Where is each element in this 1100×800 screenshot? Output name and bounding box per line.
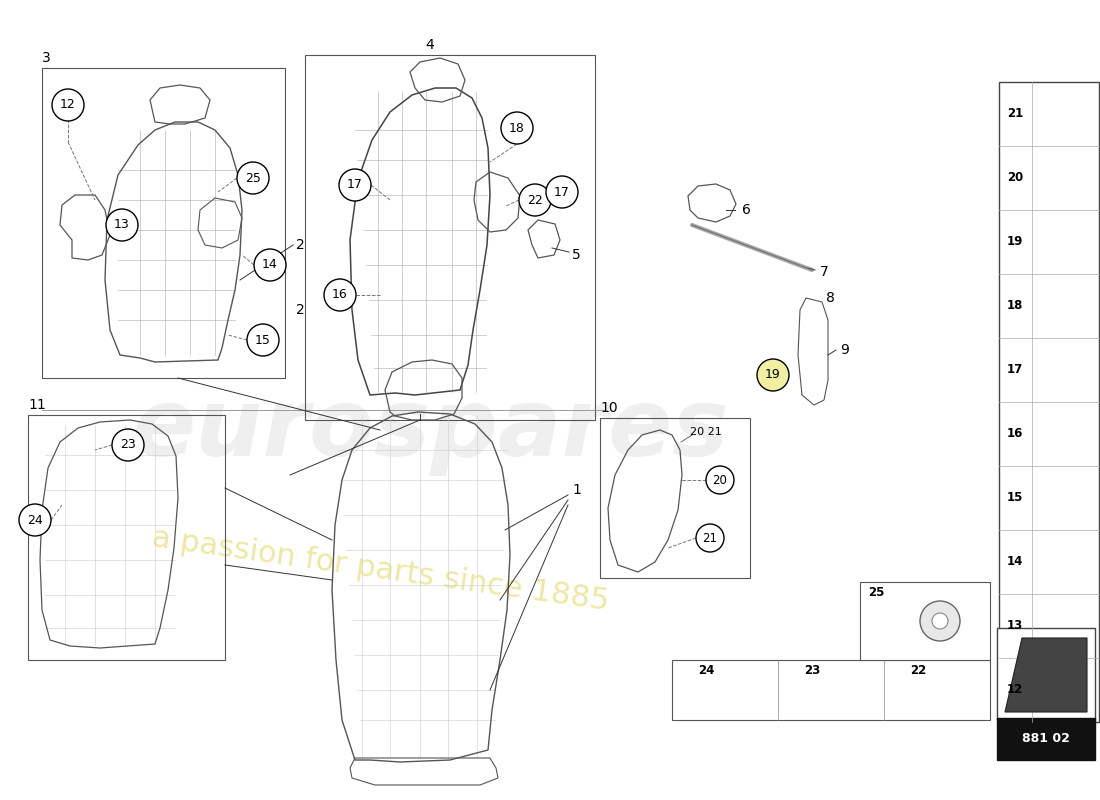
Text: 20: 20	[1006, 171, 1023, 184]
Text: 17: 17	[1006, 363, 1023, 376]
Text: 15: 15	[1006, 491, 1023, 504]
Text: 23: 23	[804, 663, 821, 677]
Text: 22: 22	[911, 663, 926, 677]
Circle shape	[519, 184, 551, 216]
Text: eurospares: eurospares	[131, 384, 728, 476]
Text: 19: 19	[766, 369, 781, 382]
Text: 23: 23	[120, 438, 136, 451]
Text: 8: 8	[826, 291, 835, 305]
Text: 25: 25	[868, 586, 884, 598]
Circle shape	[112, 429, 144, 461]
Circle shape	[248, 324, 279, 356]
Text: 1: 1	[572, 483, 581, 497]
Text: 14: 14	[262, 258, 278, 271]
Text: 24: 24	[698, 663, 715, 677]
Bar	[305, 55, 595, 420]
Bar	[28, 415, 226, 660]
Text: 9: 9	[840, 343, 849, 357]
Text: 11: 11	[28, 398, 46, 412]
Text: 3: 3	[42, 51, 51, 65]
Text: 22: 22	[527, 194, 543, 206]
Text: 13: 13	[114, 218, 130, 231]
Circle shape	[920, 601, 960, 641]
Text: 19: 19	[1006, 235, 1023, 248]
Text: 5: 5	[572, 248, 581, 262]
Text: 20 21: 20 21	[690, 427, 722, 437]
Circle shape	[546, 176, 578, 208]
Bar	[999, 82, 1099, 722]
Text: 21: 21	[703, 531, 717, 545]
Circle shape	[324, 279, 356, 311]
Text: a passion for parts since 1885: a passion for parts since 1885	[150, 523, 610, 617]
Bar	[860, 582, 990, 660]
Circle shape	[696, 524, 724, 552]
Circle shape	[52, 89, 84, 121]
Text: 6: 6	[742, 203, 751, 217]
Text: 12: 12	[1006, 683, 1023, 696]
Bar	[600, 418, 750, 578]
Circle shape	[254, 249, 286, 281]
Text: 10: 10	[600, 401, 617, 415]
Polygon shape	[1005, 638, 1087, 712]
Text: 2: 2	[296, 238, 305, 252]
Bar	[672, 660, 990, 720]
Bar	[42, 68, 285, 378]
Circle shape	[236, 162, 270, 194]
Circle shape	[500, 112, 534, 144]
Circle shape	[19, 504, 51, 536]
Bar	[997, 628, 1094, 720]
Text: 16: 16	[1006, 427, 1023, 440]
Text: 14: 14	[1006, 555, 1023, 568]
Text: 24: 24	[28, 514, 43, 526]
Circle shape	[339, 169, 371, 201]
Text: 25: 25	[245, 171, 261, 185]
Bar	[997, 718, 1094, 760]
Circle shape	[932, 613, 948, 629]
Text: 17: 17	[554, 186, 570, 198]
Text: 21: 21	[1006, 107, 1023, 120]
Text: 20: 20	[713, 474, 727, 486]
Circle shape	[757, 359, 789, 391]
Circle shape	[706, 466, 734, 494]
Text: 7: 7	[820, 265, 828, 279]
Circle shape	[106, 209, 138, 241]
Text: 18: 18	[509, 122, 525, 134]
Text: 881 02: 881 02	[1022, 733, 1070, 746]
Text: 13: 13	[1006, 619, 1023, 632]
Text: 12: 12	[60, 98, 76, 111]
Text: 18: 18	[1006, 299, 1023, 312]
Text: 4: 4	[425, 38, 433, 52]
Text: 2: 2	[296, 303, 305, 317]
Text: 15: 15	[255, 334, 271, 346]
Text: 16: 16	[332, 289, 348, 302]
Text: 17: 17	[348, 178, 363, 191]
